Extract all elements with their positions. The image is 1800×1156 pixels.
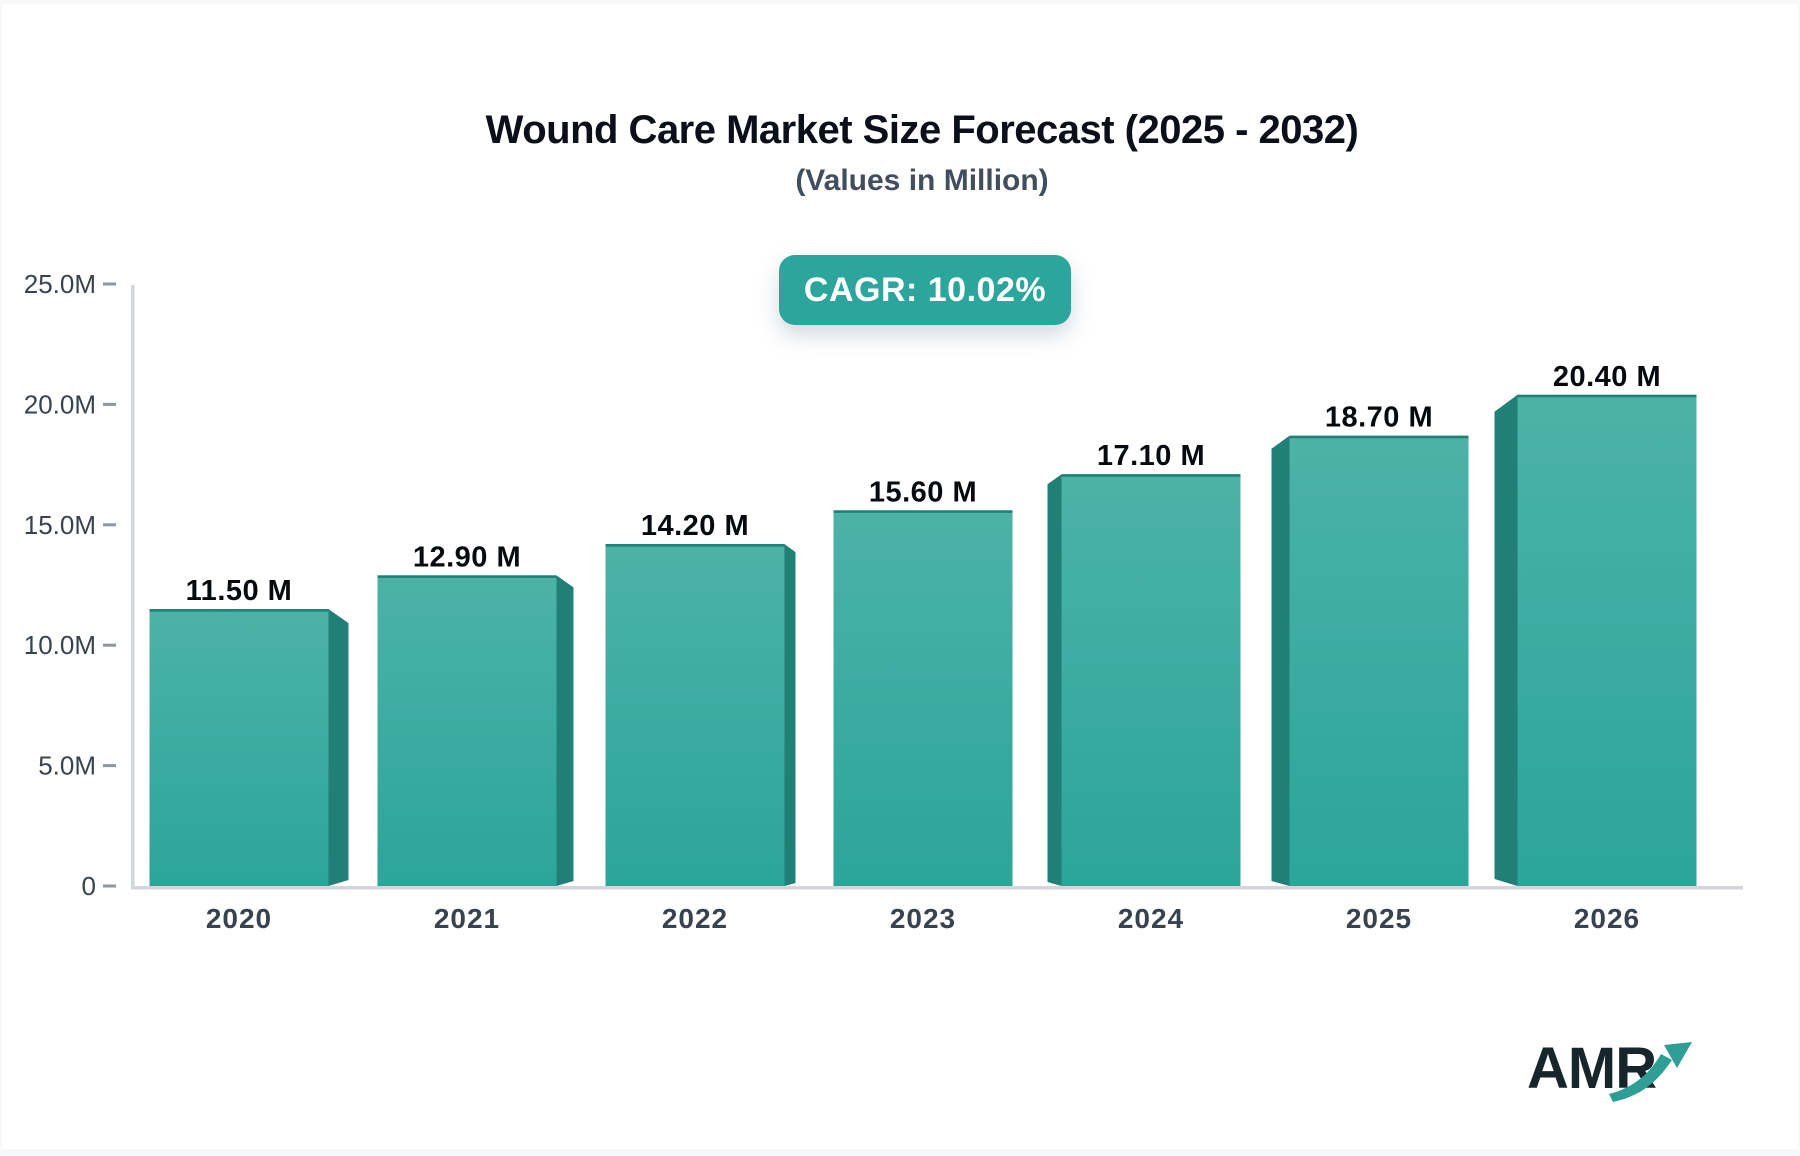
x-axis-line <box>131 886 1743 890</box>
y-axis-tick <box>103 402 116 406</box>
y-axis-tick-label: 5.0M <box>38 751 96 781</box>
bar-top-edge <box>1517 394 1697 398</box>
x-axis-label-2025: 2025 <box>1346 903 1412 934</box>
bar-group-2023 <box>833 510 1013 886</box>
y-axis-tick <box>103 764 116 768</box>
x-axis-label-2023: 2023 <box>890 903 956 934</box>
bar-group-2025 <box>1271 435 1469 886</box>
bar-side-face <box>784 544 796 886</box>
y-axis-tick-label: 20.0M <box>24 389 96 419</box>
logo-arrowhead-icon <box>1664 1042 1692 1068</box>
y-axis-tick-label: 25.0M <box>24 269 96 299</box>
bar-top-edge <box>149 609 329 612</box>
bar-side-face <box>556 575 574 886</box>
bar-2021[interactable] <box>377 575 557 886</box>
bar-2022[interactable] <box>605 544 785 886</box>
y-axis-tick-label: 10.0M <box>24 630 96 660</box>
y-axis-tick <box>103 884 116 888</box>
x-axis-label-2021: 2021 <box>434 903 500 934</box>
logo-arrow-icon <box>1609 1054 1672 1102</box>
y-axis-tick <box>103 523 116 527</box>
bar-value-label: 14.20 M <box>641 510 749 542</box>
bar-top-edge <box>1061 474 1241 477</box>
bar-top-edge <box>605 544 785 547</box>
bar-group-2021 <box>377 575 574 886</box>
bar-side-face <box>1271 435 1290 886</box>
bar-top-edge <box>833 510 1013 513</box>
y-axis-tick <box>103 643 116 647</box>
y-axis-line <box>131 285 135 890</box>
bar-group-2024 <box>1047 474 1241 886</box>
bar-value-label: 18.70 M <box>1325 402 1433 434</box>
y-axis-tick-label: 15.0M <box>24 510 96 540</box>
x-axis-label-2024: 2024 <box>1118 903 1184 934</box>
bar-side-face <box>1494 394 1518 886</box>
bar-value-label: 12.90 M <box>413 541 521 573</box>
bar-group-2020 <box>149 609 349 886</box>
bar-value-label: 15.60 M <box>869 476 977 508</box>
bar-2024[interactable] <box>1061 474 1241 886</box>
amr-logo: AMR <box>1527 1036 1692 1102</box>
bar-side-face <box>328 609 349 886</box>
bar-value-label: 20.40 M <box>1553 361 1661 393</box>
cagr-badge: CAGR: 10.02% <box>779 255 1071 325</box>
bar-top-edge <box>377 575 557 578</box>
y-axis-tick-label: 0 <box>82 871 96 901</box>
chart-title: Wound Care Market Size Forecast (2025 - … <box>485 108 1359 152</box>
bar-group-2022 <box>605 544 796 886</box>
x-axis-label-2020: 2020 <box>206 903 272 934</box>
chart-subtitle: (Values in Million) <box>795 164 1049 197</box>
y-axis-tick <box>103 282 116 286</box>
x-axis-label-2026: 2026 <box>1574 903 1640 934</box>
bar-value-label: 17.10 M <box>1097 440 1205 472</box>
bar-top-edge <box>1289 435 1469 439</box>
bar-group-2026 <box>1494 394 1697 886</box>
bar-2020[interactable] <box>149 609 329 886</box>
bar-2023[interactable] <box>833 510 1013 886</box>
bar-side-face <box>1047 474 1062 886</box>
bar-2025[interactable] <box>1289 435 1469 886</box>
x-axis-label-2022: 2022 <box>662 903 728 934</box>
bar-value-label: 11.50 M <box>186 575 293 607</box>
bar-2026[interactable] <box>1517 394 1697 886</box>
